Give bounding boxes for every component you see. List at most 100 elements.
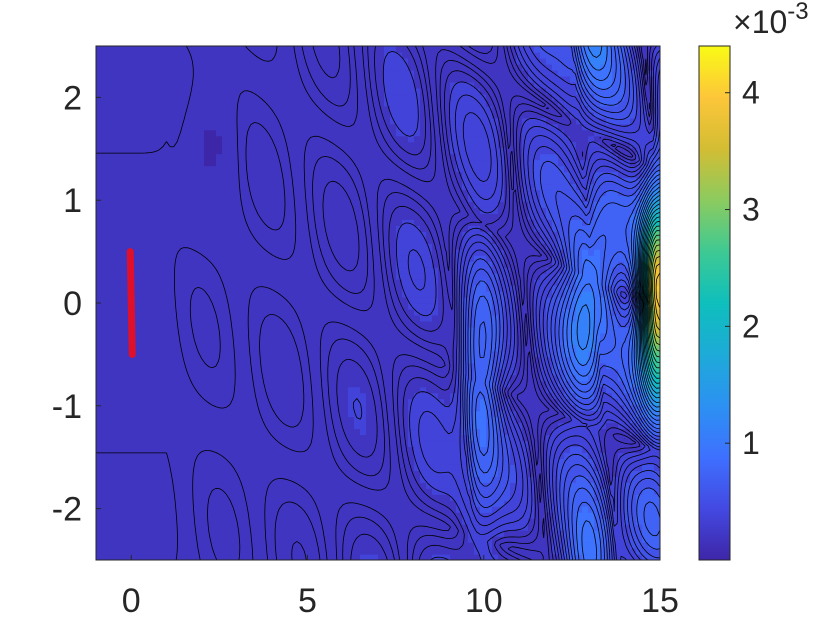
- field-cell: [240, 51, 247, 59]
- field-cell: [420, 135, 427, 143]
- field-cell: [324, 279, 331, 286]
- field-cell: [144, 105, 151, 113]
- field-cell: [414, 141, 421, 149]
- field-cell: [144, 69, 151, 77]
- field-cell: [378, 404, 385, 412]
- field-cell: [156, 81, 163, 89]
- field-cell: [384, 380, 391, 388]
- field-cell: [234, 231, 241, 238]
- field-cell: [96, 165, 103, 173]
- field-cell: [384, 291, 391, 298]
- field-cell: [312, 87, 319, 95]
- field-cell: [306, 207, 313, 214]
- field-cell: [390, 476, 397, 483]
- field-cell: [138, 500, 145, 507]
- field-cell: [408, 213, 415, 220]
- field-cell: [360, 69, 367, 77]
- field-cell: [426, 147, 433, 155]
- field-cell: [228, 524, 235, 531]
- field-cell: [390, 285, 397, 292]
- field-cell: [228, 291, 235, 298]
- field-cell: [300, 350, 307, 358]
- field-cell: [342, 464, 349, 471]
- field-cell: [378, 159, 385, 167]
- field-cell: [102, 530, 109, 537]
- field-cell: [336, 195, 343, 202]
- field-cell: [348, 542, 355, 549]
- field-cell: [270, 356, 277, 364]
- field-cell: [384, 506, 391, 513]
- field-cell: [240, 57, 247, 65]
- field-cell: [312, 135, 319, 143]
- field-cell: [204, 75, 211, 83]
- field-cell: [318, 165, 325, 173]
- field-cell: [150, 99, 157, 107]
- field-cell: [276, 249, 283, 256]
- field-cell: [216, 153, 223, 161]
- field-cell: [414, 470, 421, 477]
- field-cell: [246, 213, 253, 220]
- field-cell: [234, 548, 241, 555]
- field-cell: [174, 81, 181, 89]
- field-cell: [270, 422, 277, 430]
- field-cell: [180, 512, 187, 519]
- field-cell: [408, 225, 415, 232]
- field-cell: [348, 434, 355, 442]
- field-cell: [264, 189, 271, 197]
- field-cell: [102, 320, 109, 328]
- field-cell: [96, 482, 103, 489]
- field-cell: [180, 392, 187, 400]
- field-cell: [216, 500, 223, 507]
- field-cell: [198, 506, 205, 513]
- field-cell: [156, 255, 163, 262]
- field-cell: [162, 243, 169, 250]
- field-cell: [240, 470, 247, 477]
- field-cell: [402, 231, 409, 238]
- field-cell: [366, 344, 373, 352]
- field-cell: [192, 380, 199, 388]
- field-cell: [402, 207, 409, 214]
- field-cell: [438, 183, 445, 191]
- field-cell: [132, 87, 139, 95]
- field-cell: [318, 219, 325, 226]
- field-cell: [174, 147, 181, 155]
- field-cell: [396, 398, 403, 406]
- field-cell: [330, 524, 337, 531]
- field-cell: [408, 141, 415, 149]
- field-cell: [336, 111, 343, 119]
- field-cell: [348, 46, 355, 53]
- field-cell: [294, 189, 301, 197]
- field-cell: [270, 440, 277, 448]
- field-cell: [150, 422, 157, 430]
- field-cell: [294, 416, 301, 424]
- field-cell: [384, 434, 391, 442]
- field-cell: [234, 255, 241, 262]
- field-cell: [360, 189, 367, 197]
- field-cell: [132, 362, 139, 370]
- field-cell: [126, 554, 133, 560]
- field-cell: [126, 231, 133, 238]
- field-cell: [192, 165, 199, 173]
- field-cell: [150, 219, 157, 226]
- field-cell: [228, 93, 235, 101]
- field-cell: [384, 46, 391, 53]
- field-cell: [264, 548, 271, 555]
- field-cell: [426, 326, 433, 334]
- field-cell: [426, 63, 433, 71]
- field-cell: [438, 46, 445, 53]
- field-cell: [120, 279, 127, 286]
- field-cell: [426, 512, 433, 519]
- field-cell: [360, 231, 367, 238]
- field-cell: [276, 440, 283, 448]
- field-cell: [330, 434, 337, 442]
- field-cell: [324, 374, 331, 382]
- field-cell: [342, 279, 349, 286]
- field-cell: [198, 392, 205, 400]
- field-cell: [288, 392, 295, 400]
- field-cell: [306, 219, 313, 226]
- field-cell: [174, 51, 181, 59]
- field-cell: [384, 476, 391, 483]
- field-cell: [180, 554, 187, 560]
- field-cell: [318, 225, 325, 232]
- field-cell: [384, 530, 391, 537]
